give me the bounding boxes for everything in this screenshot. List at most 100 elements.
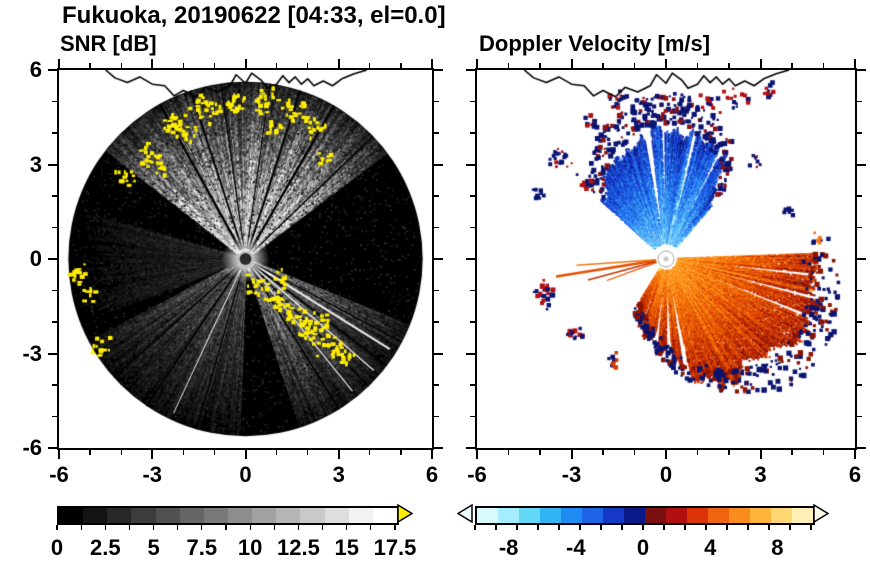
- colorbar-segment: [300, 508, 325, 523]
- colorbar-over-arrow: [397, 504, 413, 523]
- axis-tick: [696, 63, 699, 68]
- axis-tick: [728, 63, 730, 68]
- colorbar-segment: [687, 508, 708, 523]
- axis-tick: [539, 63, 541, 68]
- axis-tick: [275, 450, 278, 455]
- velocity-colorbar: [475, 506, 815, 525]
- axis-tick: [52, 384, 57, 386]
- colorbar-segment: [179, 508, 204, 523]
- colorbar-segment: [540, 508, 561, 523]
- colorbar-segment: [477, 508, 498, 523]
- colorbar-tick: [705, 525, 707, 530]
- axis-tick: [213, 63, 215, 68]
- colorbar-tick: [768, 525, 770, 530]
- axis-tick: [431, 59, 433, 68]
- colorbar-segment: [666, 508, 687, 523]
- colorbar-segment: [107, 508, 132, 523]
- axis-tick: [369, 450, 371, 455]
- colorbar-segment: [771, 508, 792, 523]
- colorbar-tick: [558, 525, 560, 530]
- colorbar-tick: [201, 525, 203, 530]
- axis-tick: [182, 63, 184, 68]
- axis-tick: [52, 100, 57, 103]
- colorbar-tick-label: 0: [50, 535, 64, 560]
- axis-tick: [470, 132, 475, 134]
- axis-tick: [857, 163, 866, 166]
- colorbar-tick: [600, 525, 602, 530]
- axis-tick: [307, 63, 309, 68]
- colorbar-segment: [792, 508, 813, 523]
- axis-tick: [434, 258, 443, 260]
- colorbar-segment: [252, 508, 277, 523]
- colorbar-tick: [726, 525, 728, 530]
- axis-tick: [466, 69, 475, 71]
- axis-tick: [48, 447, 57, 449]
- axis-tick: [89, 63, 91, 68]
- axis-tick: [434, 195, 439, 197]
- axis-tick: [48, 352, 57, 355]
- axis-tick: [48, 69, 57, 71]
- axis-tick: [337, 59, 340, 68]
- y-tick-label: -3: [22, 340, 42, 366]
- axis-tick: [52, 226, 57, 229]
- axis-tick: [434, 447, 443, 449]
- axis-tick: [470, 289, 475, 292]
- axis-tick: [58, 450, 60, 459]
- x-tick-label: 0: [239, 462, 252, 487]
- axis-tick: [570, 450, 573, 459]
- axis-tick: [400, 63, 402, 68]
- axis-tick: [369, 63, 371, 68]
- colorbar-tick: [537, 525, 539, 530]
- colorbar-tick-label: 4: [704, 535, 717, 560]
- figure-title: Fukuoka, 20190622 [04:33, el=0.0]: [62, 2, 446, 29]
- colorbar-under-arrow: [457, 504, 473, 523]
- axis-tick: [244, 59, 247, 68]
- colorbar-segment: [708, 508, 729, 523]
- axis-tick: [434, 415, 439, 418]
- colorbar-tick: [495, 525, 497, 530]
- axis-tick: [633, 63, 636, 68]
- axis-tick: [466, 352, 475, 355]
- colorbar-tick-label: 2.5: [89, 535, 121, 560]
- x-tick-label: -6: [49, 462, 69, 487]
- axis-tick: [857, 195, 862, 197]
- axis-tick: [275, 63, 278, 68]
- colorbar-tick: [321, 525, 324, 530]
- colorbar-segment: [131, 508, 156, 523]
- axis-tick: [854, 450, 856, 459]
- colorbar-segment: [729, 508, 750, 523]
- axis-tick: [470, 226, 475, 229]
- y-tick-label: 6: [29, 57, 42, 82]
- axis-tick: [633, 450, 636, 455]
- axis-tick: [182, 450, 184, 455]
- x-tick-label: 3: [332, 462, 345, 487]
- colorbar-tick-label: -8: [498, 535, 519, 560]
- colorbar-tick-label: 5: [147, 535, 160, 560]
- axis-tick: [470, 415, 475, 418]
- colorbar-tick-label: 10: [237, 535, 263, 560]
- axis-tick: [434, 163, 443, 166]
- colorbar-tick: [394, 525, 396, 530]
- colorbar-tick-label: 12.5: [277, 535, 320, 560]
- axis-tick: [854, 59, 856, 68]
- colorbar-tick: [225, 525, 227, 530]
- colorbar-tick: [684, 525, 686, 530]
- axis-tick: [791, 450, 793, 455]
- colorbar-segment: [348, 508, 373, 523]
- colorbar-tick: [370, 525, 372, 530]
- axis-tick: [434, 289, 439, 292]
- colorbar-segment: [561, 508, 582, 523]
- axis-tick: [434, 321, 439, 323]
- x-tick-label: 6: [848, 462, 862, 487]
- colorbar-tick: [273, 525, 275, 530]
- colorbar-tick-label: 0: [636, 535, 650, 560]
- colorbar-tick: [663, 525, 665, 530]
- axis-tick: [52, 415, 57, 418]
- axis-tick: [307, 450, 309, 455]
- axis-tick: [696, 450, 699, 455]
- axis-tick: [857, 226, 862, 229]
- colorbar-segment: [519, 508, 540, 523]
- colorbar-segment: [203, 508, 228, 523]
- axis-tick: [213, 450, 215, 455]
- axis-tick: [52, 289, 57, 292]
